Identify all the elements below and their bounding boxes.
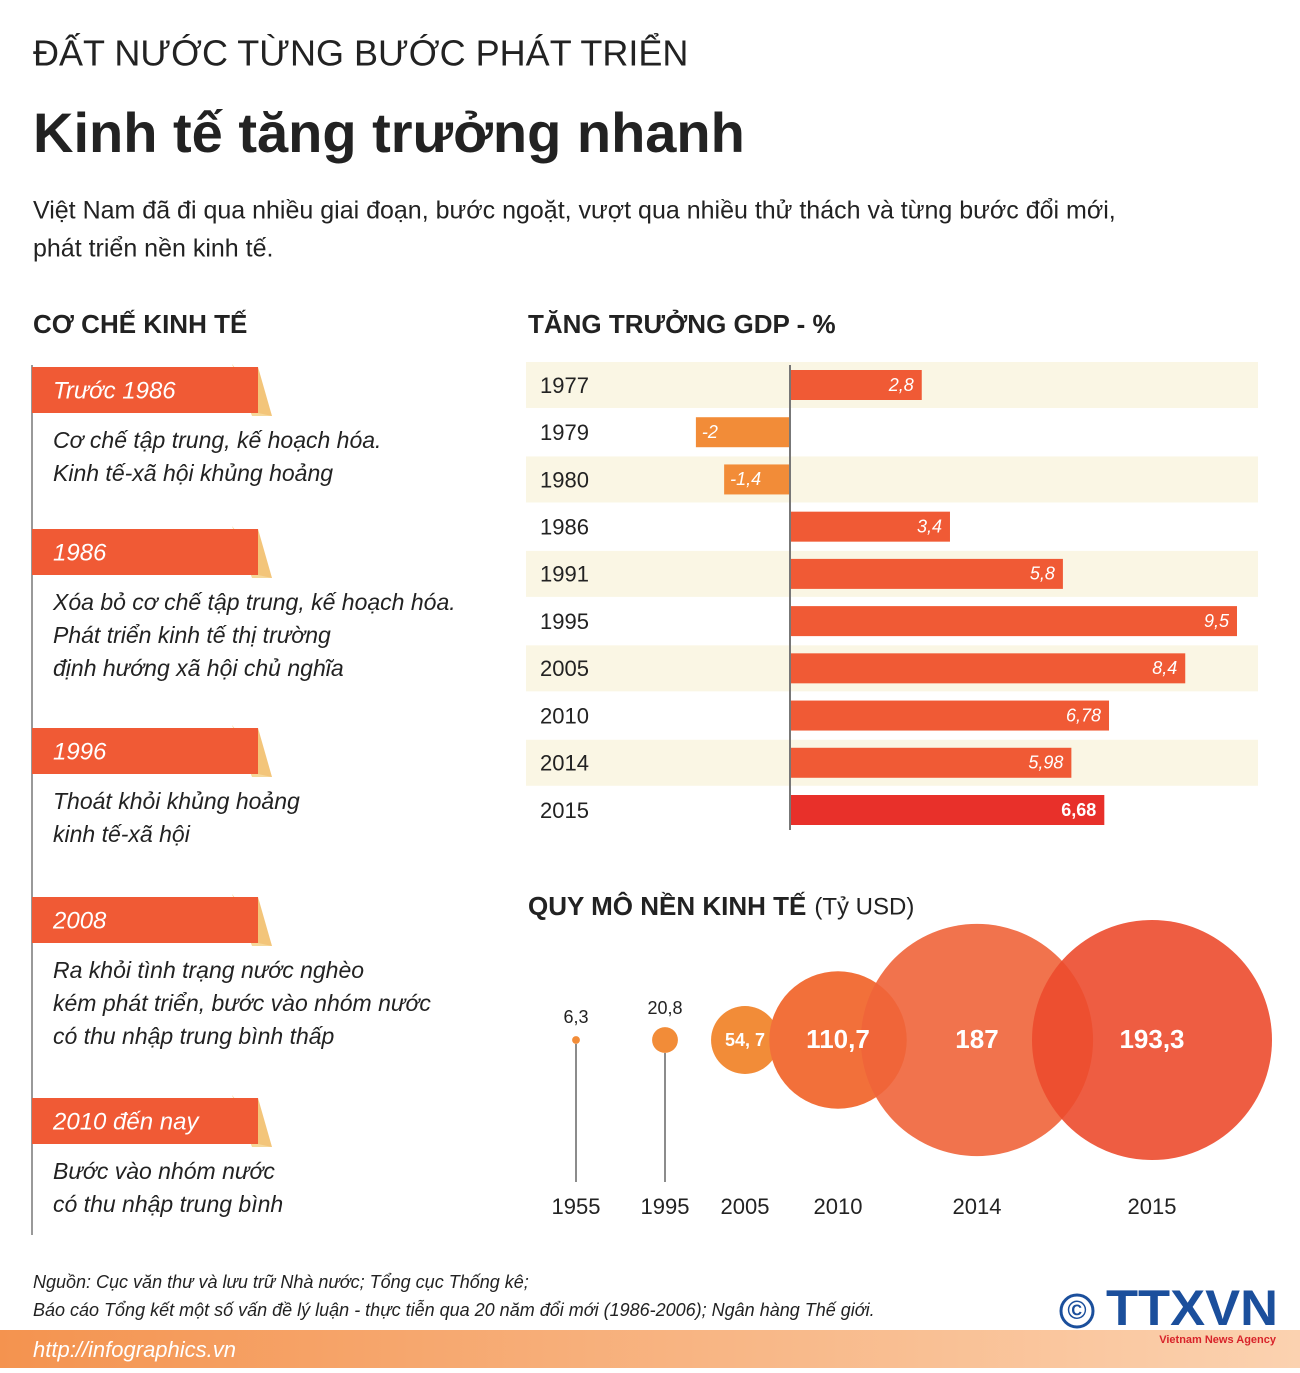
value-label: 187: [955, 1024, 998, 1054]
category-label: 1995: [641, 1194, 690, 1219]
category-label: 2005: [540, 656, 589, 681]
source: Báo cáo Tổng kết một số vấn đề lý luận -…: [33, 1300, 875, 1320]
footer-band: [0, 1330, 1300, 1368]
bar: [790, 370, 922, 400]
milestone-text: Kinh tế-xã hội khủng hoảng: [53, 460, 333, 486]
bubble: [711, 1006, 779, 1074]
milestone-text: Thoát khỏi khủng hoảng: [53, 788, 300, 814]
bar: [790, 606, 1237, 637]
chart-unit: (Tỷ USD): [814, 893, 914, 920]
bar: [695, 417, 790, 448]
category-label: 2014: [540, 751, 589, 776]
category-label: 1986: [540, 514, 589, 539]
chart-title: TĂNG TRƯỞNG GDP - %: [528, 308, 836, 339]
agency: Vietnam News Agency: [1159, 1334, 1277, 1346]
milestone-label: Trước 1986: [53, 377, 176, 404]
milestone-text: định hướng xã hội chủ nghĩa: [53, 655, 344, 681]
value-label: 5,8: [1030, 564, 1055, 584]
value-label: 6,3: [563, 1007, 588, 1027]
bar: [790, 747, 1072, 778]
value-label: 54, 7: [725, 1030, 765, 1050]
category-label: 2010: [814, 1194, 863, 1219]
category-label: 1979: [540, 420, 589, 445]
milestone-text: có thu nhập trung bình: [53, 1191, 283, 1217]
value-label: 5,98: [1028, 753, 1063, 773]
milestone-text: Bước vào nhóm nước: [53, 1158, 275, 1184]
milestone-text: kinh tế-xã hội: [53, 821, 191, 847]
value-label: 6,78: [1066, 705, 1101, 725]
milestone-text: có thu nhập trung bình thấp: [53, 1023, 335, 1049]
chart-title: QUY MÔ NỀN KINH TẾ: [528, 891, 806, 921]
category-label: 2010: [540, 703, 589, 728]
banner: [32, 1098, 258, 1144]
copyright: ©: [1067, 1295, 1086, 1325]
intro-line: phát triển nền kinh tế.: [33, 235, 273, 263]
milestone-label: 2008: [52, 907, 107, 934]
milestone-text: kém phát triển, bước vào nhóm nước: [53, 990, 431, 1016]
banner-fold-edge: [258, 728, 272, 777]
value-label: 6,68: [1061, 800, 1096, 820]
category-label: 1991: [540, 562, 589, 587]
banner-fold-edge: [258, 529, 272, 578]
bubble: [860, 923, 1094, 1157]
bar: [790, 558, 1063, 589]
milestone-text: Phát triển kinh tế thị trường: [53, 622, 331, 648]
value-label: 9,5: [1204, 611, 1230, 631]
bar: [790, 700, 1110, 731]
category-label: 1955: [552, 1194, 601, 1219]
milestone-label: 1996: [53, 738, 107, 765]
milestone-text: Ra khỏi tình trạng nước nghèo: [53, 957, 364, 983]
row-stripe: [526, 456, 1258, 503]
category-label: 1980: [540, 467, 589, 492]
intro-line: Việt Nam đã đi qua nhiều giai đoạn, bước…: [33, 197, 1116, 225]
source: Nguồn: Cục văn thư và lưu trữ Nhà nước; …: [33, 1272, 529, 1292]
logo: TTXVN: [1106, 1280, 1278, 1336]
category-label: 2015: [1128, 1194, 1177, 1219]
kicker: ĐẤT NƯỚC TỪNG BƯỚC PHÁT TRIỂN: [33, 32, 688, 74]
category-label: 2005: [721, 1194, 770, 1219]
banner: [32, 367, 258, 413]
bubble: [1032, 920, 1272, 1160]
value-label: -2: [702, 422, 718, 442]
banner: [32, 897, 258, 943]
value-label: 193,3: [1119, 1024, 1184, 1054]
bubble: [652, 1027, 678, 1053]
value-label: 8,4: [1152, 658, 1177, 678]
value-label: 110,7: [806, 1024, 870, 1054]
category-label: 2014: [953, 1194, 1002, 1219]
banner-fold-edge: [258, 897, 272, 946]
milestone-text: Cơ chế tập trung, kế hoạch hóa.: [53, 427, 381, 453]
banner: [32, 728, 258, 774]
url[interactable]: http://infographics.vn: [33, 1337, 236, 1362]
category-label: 1977: [540, 373, 589, 398]
value-label: 2,8: [888, 375, 914, 395]
category-label: 2015: [540, 798, 589, 823]
value-label: 20,8: [647, 998, 682, 1018]
milestone-label: 1986: [53, 539, 107, 566]
bar: [790, 653, 1186, 684]
category-label: 1995: [540, 609, 589, 634]
timeline-title: CƠ CHẾ KINH TẾ: [33, 309, 247, 339]
value-label: 3,4: [917, 516, 942, 536]
banner-fold-edge: [258, 367, 272, 416]
bubble: [572, 1036, 580, 1044]
bar: [790, 795, 1105, 825]
bar: [790, 511, 950, 542]
milestone-label: 2010 đến nay: [52, 1108, 200, 1135]
value-label: -1,4: [730, 469, 761, 489]
milestone-text: Xóa bỏ cơ chế tập trung, kế hoạch hóa.: [52, 589, 456, 615]
title: Kinh tế tăng trưởng nhanh: [33, 101, 745, 164]
banner-fold-edge: [258, 1098, 272, 1147]
bar: [724, 464, 790, 495]
copyright-ring: [1059, 1293, 1095, 1329]
banner: [32, 529, 258, 575]
